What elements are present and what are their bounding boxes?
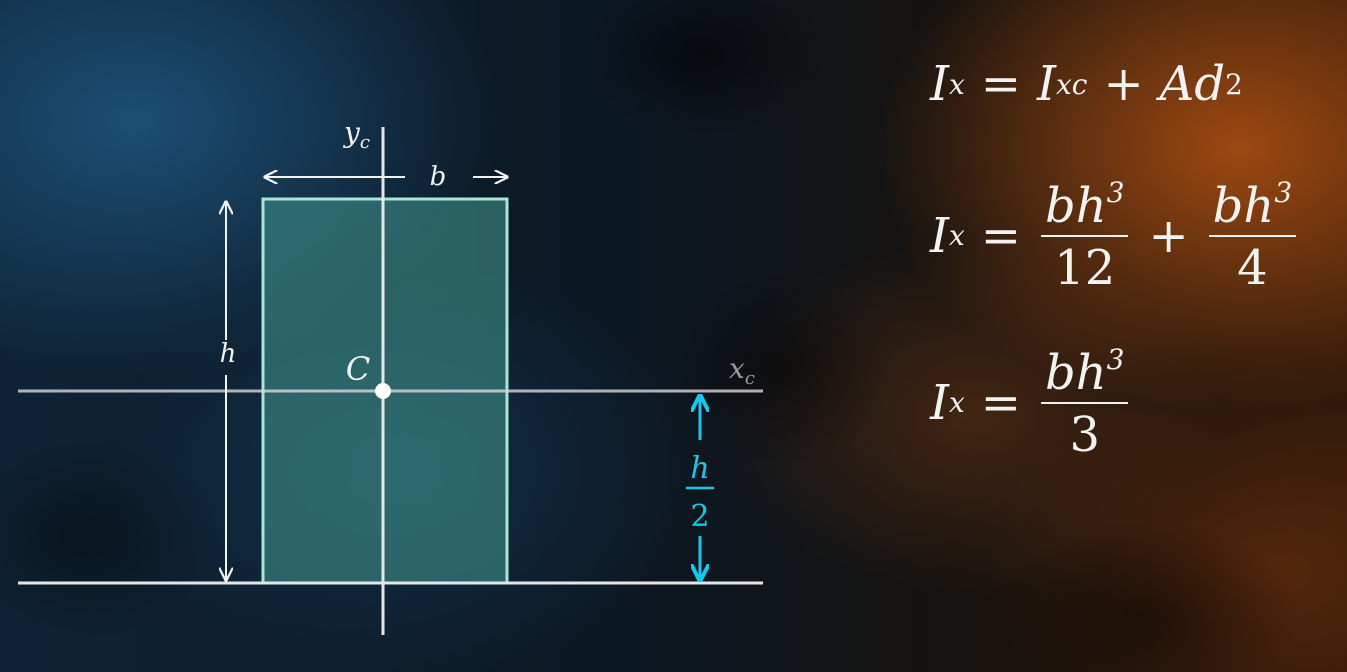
eq1-term2-sup: 2 [1225, 67, 1243, 101]
y-axis-label: yc [342, 116, 370, 153]
eq1-equals: = [980, 56, 1021, 112]
eq1-lhs-sub: x [948, 67, 965, 101]
eq2-f2-denominator: 4 [1237, 240, 1268, 297]
eq3-lhs-sub: x [948, 386, 965, 420]
x-axis-subscript: c [745, 368, 755, 389]
offset-numerator: h [690, 451, 709, 486]
eq3-lhs: I [930, 374, 949, 431]
eq2-f2-numerator: bh3 [1208, 176, 1297, 238]
x-axis-letter: x [729, 352, 745, 385]
eq2-lhs: I [930, 207, 949, 264]
eq2-f1-num-text: bh [1044, 178, 1107, 234]
width-label: b [430, 162, 447, 192]
eq3-fraction: bh3 3 [1040, 343, 1129, 464]
eq1-term2: Ad [1159, 56, 1226, 112]
eq3-denominator: 3 [1069, 407, 1100, 464]
height-label: h [220, 339, 237, 369]
centroid-label: C [346, 350, 370, 388]
eq1-lhs: I [930, 56, 949, 112]
eq2-fraction-2: bh3 4 [1208, 176, 1297, 297]
eq2-lhs-sub: x [948, 219, 965, 253]
x-axis-label: xc [729, 352, 755, 389]
eq3-numerator: bh3 [1040, 343, 1129, 405]
eq2-fraction-1: bh3 12 [1040, 176, 1129, 297]
eq2-f2-num-sup: 3 [1274, 176, 1293, 209]
eq2-f1-denominator: 12 [1054, 240, 1116, 297]
y-axis-letter: y [342, 116, 361, 149]
eq1-plus: + [1103, 56, 1144, 112]
eq2-f1-numerator: bh3 [1040, 176, 1129, 238]
eq2-f1-num-sup: 3 [1106, 176, 1125, 209]
eq3-num-sup: 3 [1106, 343, 1125, 376]
rectangle-diagram: b h C yc xc h 2 [18, 116, 763, 635]
eq3-num-text: bh [1044, 345, 1107, 401]
centroid-point [375, 383, 391, 399]
eq3-equals: = [980, 374, 1021, 431]
offset-denominator: 2 [690, 499, 709, 534]
eq2-f2-num-text: bh [1212, 178, 1275, 234]
eq2-plus: + [1148, 207, 1189, 264]
eq1-term1: I [1036, 56, 1056, 112]
eq2-equals: = [980, 207, 1021, 264]
y-axis-subscript: c [360, 132, 370, 153]
eq1-term1-sub: xc [1055, 67, 1088, 101]
